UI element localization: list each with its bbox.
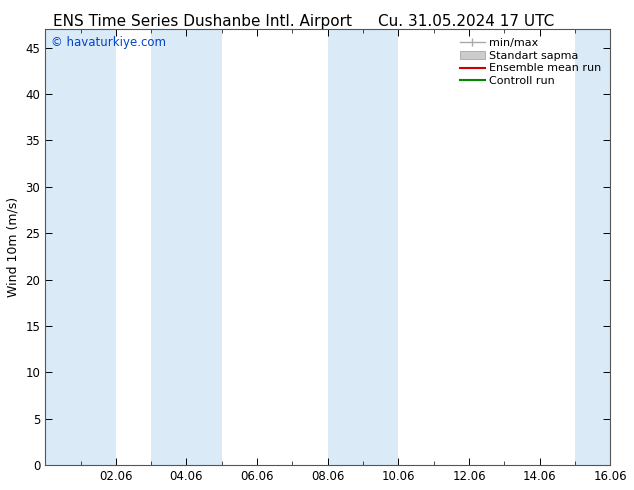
Legend: min/max, Standart sapma, Ensemble mean run, Controll run: min/max, Standart sapma, Ensemble mean r… <box>457 35 605 90</box>
Bar <box>328 29 398 465</box>
Bar <box>575 29 611 465</box>
Text: © havaturkiye.com: © havaturkiye.com <box>51 36 166 49</box>
Y-axis label: Wind 10m (m/s): Wind 10m (m/s) <box>7 197 20 297</box>
Text: ENS Time Series Dushanbe Intl. Airport: ENS Time Series Dushanbe Intl. Airport <box>53 14 353 29</box>
Text: Cu. 31.05.2024 17 UTC: Cu. 31.05.2024 17 UTC <box>378 14 554 29</box>
Bar <box>151 29 222 465</box>
Bar <box>45 29 116 465</box>
